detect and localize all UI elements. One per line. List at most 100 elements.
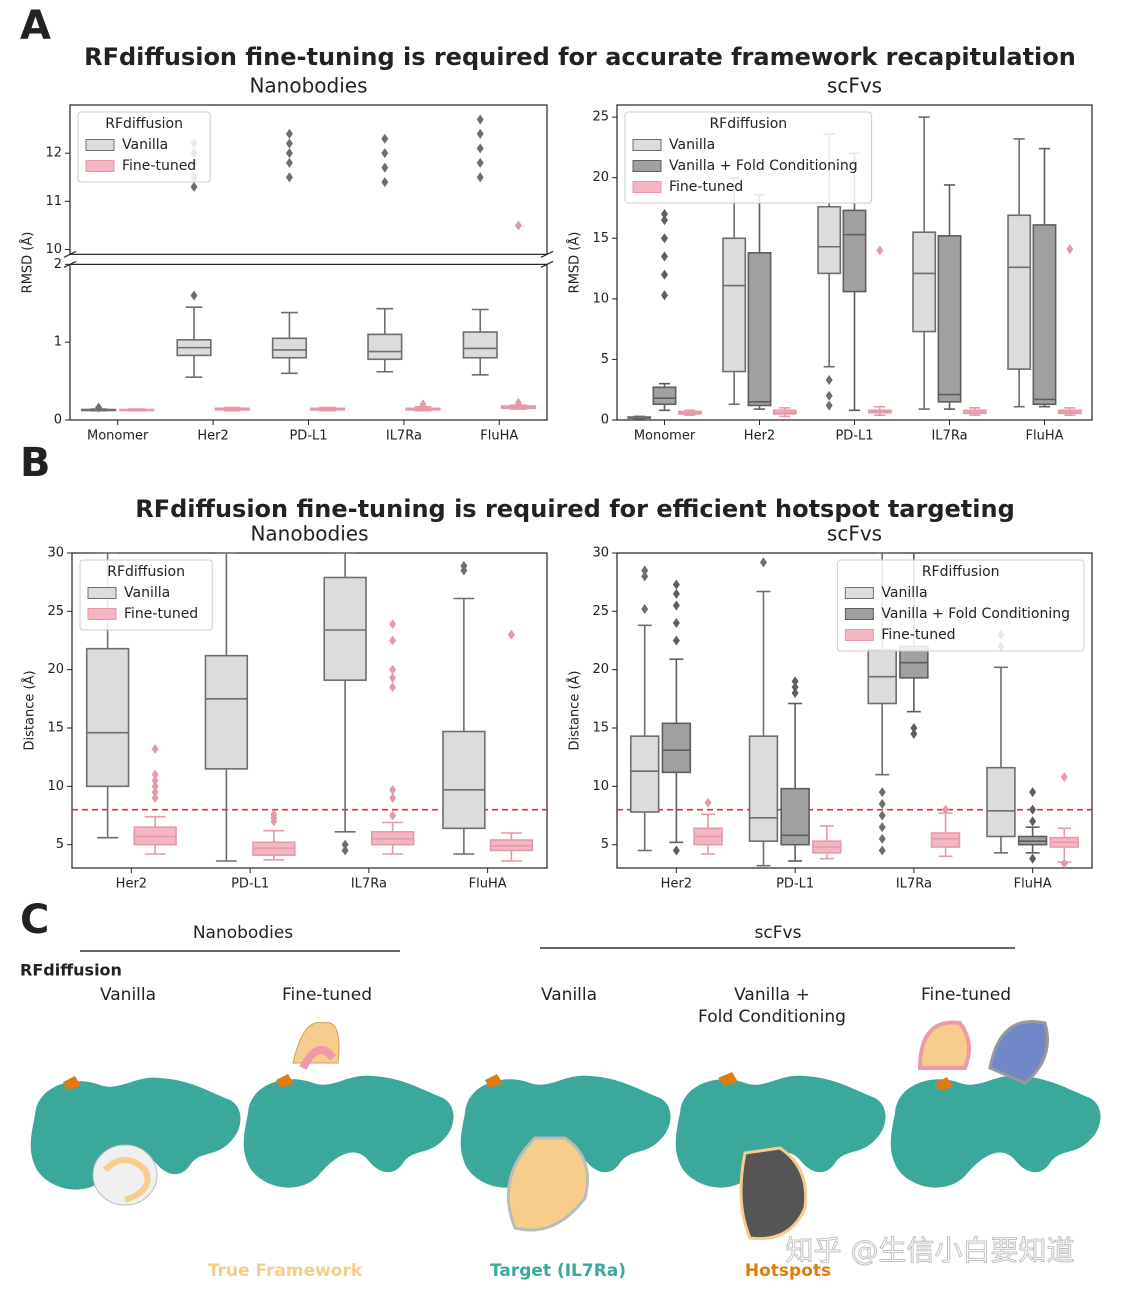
- box: [85, 647, 130, 788]
- outlier: [876, 245, 884, 256]
- x-tick-label: Her2: [116, 877, 147, 892]
- plot-frame: [71, 552, 548, 869]
- chart: scFvs RMSD (Å) 0 5 10 15 20 25 Monomer Her2 PD-L1 I…: [567, 74, 1093, 444]
- group-label: Nanobodies: [193, 923, 293, 943]
- y-tick-label: 0: [601, 413, 609, 428]
- outlier: [661, 215, 668, 226]
- column-label: Fine-tuned: [921, 985, 1011, 1005]
- box: [842, 209, 867, 293]
- outlier: [190, 181, 198, 192]
- y-tick-label: 12: [45, 146, 62, 161]
- outlier: [672, 579, 680, 590]
- outlier: [285, 138, 293, 149]
- y-tick-label: 25: [592, 604, 609, 619]
- y-tick-label: 5: [56, 837, 64, 852]
- box: [442, 730, 486, 830]
- outlier: [151, 769, 159, 780]
- x-tick-label: FluHA: [469, 877, 507, 892]
- box: [937, 235, 962, 403]
- y-tick-label: 30: [47, 546, 64, 561]
- outlier: [825, 390, 833, 401]
- legend-swatch: [844, 608, 874, 620]
- outlier: [190, 290, 198, 301]
- x-tick-label: IL7Ra: [386, 429, 422, 444]
- y-tick-label: 30: [592, 546, 609, 561]
- outlier: [878, 845, 886, 856]
- y-tick-label: 10: [45, 242, 62, 257]
- x-tick-label: Her2: [661, 877, 692, 892]
- legend-label: True Framework: [208, 1261, 363, 1281]
- box: [204, 654, 249, 770]
- heading: RFdiffusion fine-tuning is required for …: [84, 43, 1076, 71]
- y-tick-label: 5: [601, 352, 609, 367]
- box: [1032, 224, 1057, 406]
- outlier: [285, 172, 293, 183]
- outlier: [389, 672, 397, 683]
- y-tick-label: 20: [47, 662, 64, 677]
- column-label: Vanilla +: [734, 985, 810, 1005]
- outlier: [661, 269, 668, 280]
- outlier: [825, 375, 833, 386]
- legend-label: Fine-tuned: [881, 627, 955, 643]
- outlier: [476, 114, 484, 125]
- outlier: [641, 565, 649, 576]
- legend: RFdiffusion Vanilla Fine-tuned: [79, 559, 213, 631]
- outlier: [381, 177, 389, 188]
- y-tick-label: 10: [47, 779, 64, 794]
- legend-label: Vanilla: [881, 585, 927, 601]
- outlier: [285, 128, 293, 139]
- outlier: [270, 809, 278, 820]
- outlier: [341, 839, 349, 850]
- panel-label: B: [20, 440, 51, 486]
- box: [462, 331, 498, 359]
- box: [652, 386, 677, 406]
- outlier: [672, 600, 680, 611]
- legend-label: Fine-tuned: [124, 606, 198, 622]
- y-tick-label: 15: [592, 721, 609, 736]
- outlier: [341, 845, 349, 856]
- legend-title: RFdiffusion: [922, 564, 1000, 580]
- legend-title: RFdiffusion: [709, 116, 787, 132]
- y-tick-label: 20: [592, 170, 609, 185]
- outlier: [507, 629, 515, 640]
- box: [271, 337, 308, 359]
- structure: [675, 1072, 886, 1241]
- chart-title: scFvs: [827, 522, 882, 546]
- box: [661, 722, 692, 774]
- y-axis-label: Distance (Å): [567, 670, 583, 750]
- box: [912, 231, 937, 333]
- x-tick-label: Monomer: [634, 429, 696, 444]
- x-tick-label: PD-L1: [776, 877, 814, 892]
- structure: [243, 1022, 454, 1188]
- legend-swatch: [632, 139, 662, 151]
- box: [986, 766, 1016, 838]
- group-label: scFvs: [755, 923, 802, 943]
- outlier: [476, 172, 484, 183]
- y-axis-label: Distance (Å): [22, 670, 38, 750]
- outlier: [641, 571, 649, 582]
- structure-legend: True Framework Target (IL7Ra) Hotspots: [208, 1261, 831, 1281]
- outlier: [151, 793, 159, 803]
- chart-title: Nanobodies: [250, 522, 368, 546]
- outlier: [672, 635, 680, 646]
- outlier: [476, 143, 484, 154]
- chart-title: Nanobodies: [249, 74, 367, 98]
- y-tick-label: 0: [54, 413, 62, 428]
- y-axis-label: RMSD (Å): [20, 232, 36, 294]
- y-tick-label: 10: [592, 291, 609, 306]
- outlier: [381, 162, 389, 173]
- x-tick-label: FluHA: [480, 429, 518, 444]
- outlier: [878, 810, 886, 821]
- outlier: [791, 688, 799, 698]
- legend-swatch: [87, 608, 117, 620]
- legend-swatch: [87, 587, 117, 599]
- column-label: Fold Conditioning: [698, 1007, 846, 1027]
- x-tick-label: IL7Ra: [351, 877, 387, 892]
- outlier: [389, 619, 397, 630]
- outlier: [672, 618, 680, 628]
- outlier: [389, 664, 397, 675]
- plot-frame: [69, 104, 548, 255]
- legend-swatch: [632, 160, 662, 172]
- y-tick-label: 25: [47, 604, 64, 619]
